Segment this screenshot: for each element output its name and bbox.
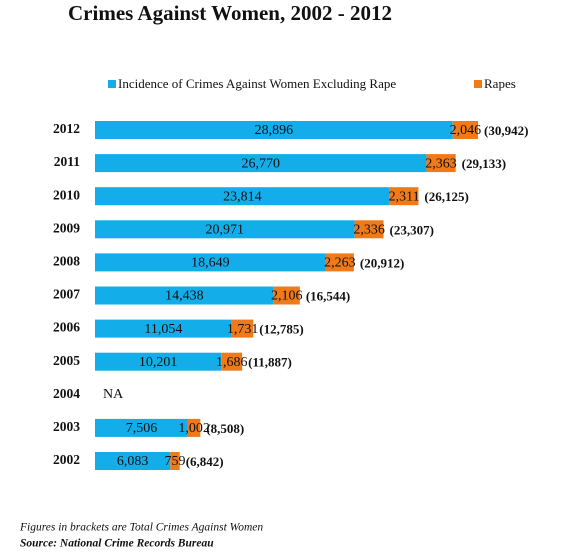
value-label: 10,201 [139, 355, 178, 370]
total-label: (30,942) [484, 123, 528, 138]
total-label: (8,508) [206, 421, 244, 436]
legend-label: Rapes [484, 76, 516, 91]
total-label: (29,133) [462, 156, 506, 171]
value-label: 14,438 [165, 289, 204, 304]
y-tick-label: 2005 [53, 353, 80, 368]
total-label: (11,887) [248, 355, 292, 370]
value-label: 1,686 [216, 355, 248, 370]
value-label: 11,054 [144, 322, 182, 337]
bar-segment [95, 253, 326, 272]
y-tick-label: 2002 [53, 452, 80, 467]
total-label: (23,307) [390, 222, 434, 237]
value-label: 23,814 [223, 189, 262, 204]
total-label: (6,842) [186, 454, 224, 469]
y-tick-label: 2003 [53, 419, 80, 434]
bar-segment [452, 121, 479, 139]
value-label: 2,263 [324, 256, 356, 271]
value-label: 1,002 [178, 421, 210, 436]
total-label: (26,125) [424, 189, 468, 204]
value-label: 759 [165, 454, 186, 469]
bar-segment [170, 452, 180, 470]
footnote: Figures in brackets are Total Crimes Aga… [19, 522, 263, 534]
bar-segment [95, 121, 453, 139]
y-tick-label: 2004 [53, 386, 80, 401]
bar-segment [231, 319, 254, 338]
bar-segment [95, 154, 427, 173]
y-tick-label: 2011 [54, 154, 81, 169]
legend-swatch [108, 80, 116, 88]
value-label: 28,896 [255, 123, 294, 138]
value-label: 18,649 [191, 256, 230, 271]
bar-segment [95, 286, 274, 305]
y-tick-label: 2008 [53, 253, 80, 268]
bar-segment [426, 154, 456, 173]
value-label: 2,311 [389, 189, 420, 204]
total-label: (20,912) [360, 255, 404, 270]
bar-segment [95, 452, 171, 470]
value-label: 2,106 [271, 289, 303, 304]
bar-segment [95, 352, 222, 371]
na-label: NA [103, 387, 124, 402]
bar-segment [187, 418, 201, 437]
value-label: 2,363 [425, 156, 457, 171]
value-label: 6,083 [117, 454, 149, 469]
y-tick-label: 2012 [53, 121, 80, 136]
value-label: 26,770 [241, 156, 280, 171]
bar-segment [273, 286, 300, 305]
total-label: (12,785) [259, 322, 303, 337]
y-tick-label: 2009 [53, 220, 80, 235]
bar-segment [95, 187, 390, 206]
total-label: (16,544) [306, 288, 350, 303]
bar-segment [95, 220, 355, 239]
bar-segment [95, 319, 232, 338]
value-label: 7,506 [126, 421, 158, 436]
source-note: Source: National Crime Records Bureau [20, 538, 214, 550]
y-tick-label: 2010 [53, 187, 80, 202]
bar-segment [325, 253, 354, 272]
legend-label: Incidence of Crimes Against Women Exclud… [118, 76, 396, 91]
legend-swatch [474, 80, 482, 88]
bar-segment [95, 418, 188, 437]
value-label: 2,336 [353, 223, 385, 238]
value-label: 20,971 [206, 223, 245, 238]
bar-segment [389, 187, 419, 206]
bar-segment [354, 220, 384, 239]
chart-title: Crimes Against Women, 2002 - 2012 [68, 1, 392, 25]
y-tick-label: 2007 [53, 287, 80, 302]
bar-segment [221, 352, 243, 371]
value-label: 1,731 [227, 322, 259, 337]
y-tick-label: 2006 [53, 320, 80, 335]
value-label: 2,046 [450, 123, 482, 138]
